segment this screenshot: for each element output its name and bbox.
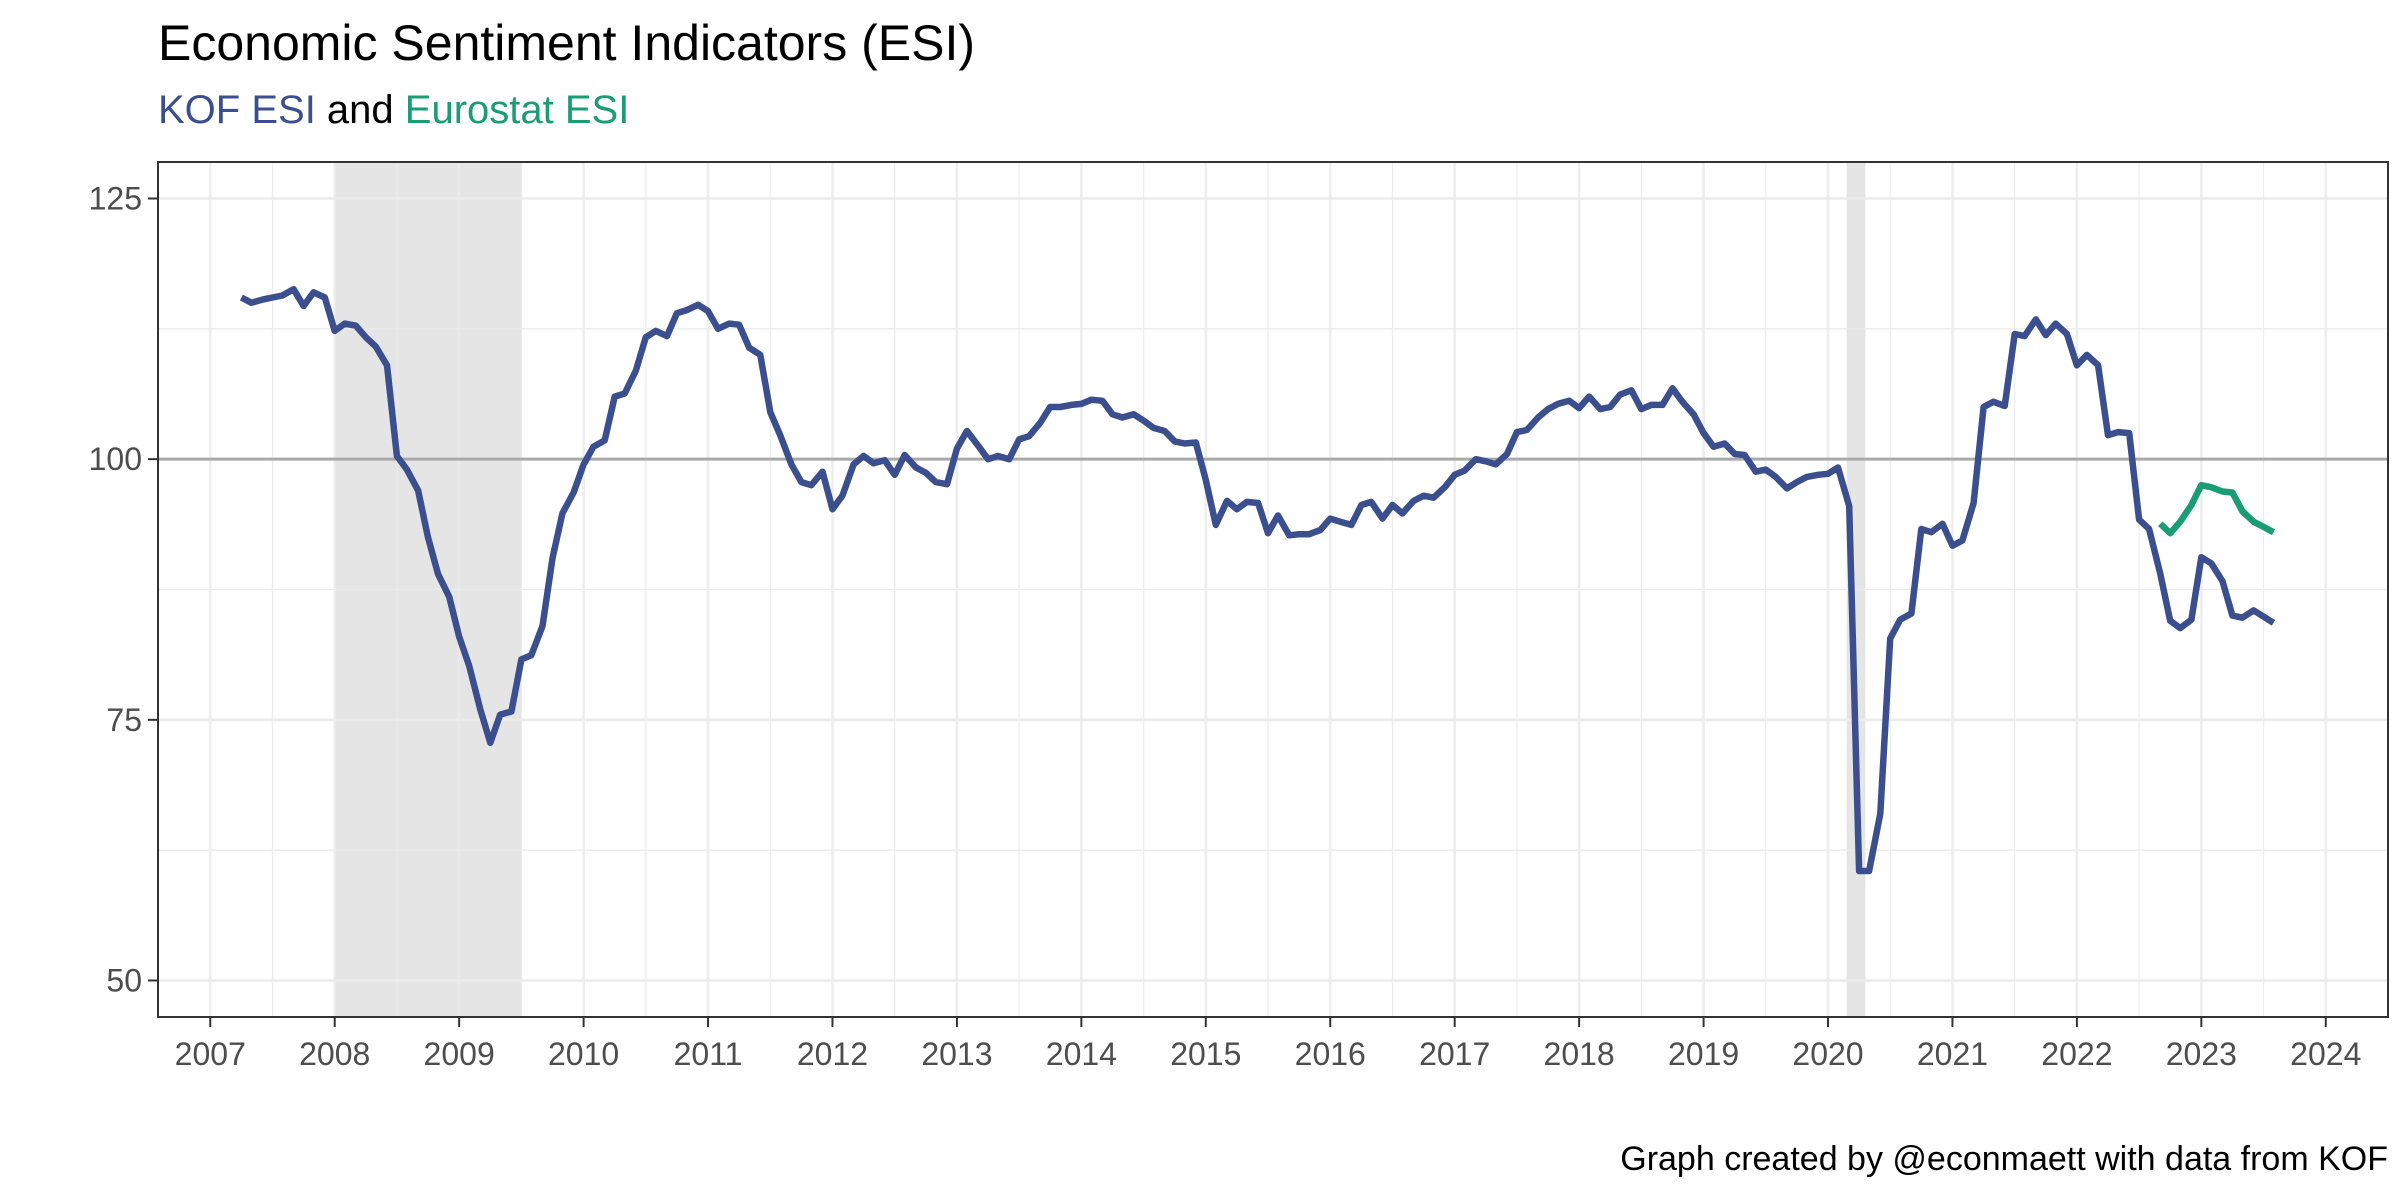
x-tick-label-2020: 2020 — [1792, 1036, 1863, 1072]
plot-panel-border — [157, 161, 2389, 1018]
x-tick-label-2019: 2019 — [1668, 1036, 1739, 1072]
axes: 50 75 100 125 2007 2008 2009 2010 2011 2012 2013 20… — [89, 180, 2362, 1072]
chart-title: Economic Sentiment Indicators (ESI) — [158, 15, 975, 71]
y-tick-label-50: 50 — [106, 963, 142, 999]
y-tick-label-125: 125 — [89, 180, 142, 216]
y-tick-label-75: 75 — [106, 702, 142, 738]
subtitle-eurostat-label: Eurostat ESI — [404, 88, 630, 132]
x-tick-label-2014: 2014 — [1046, 1036, 1117, 1072]
x-tick-label-2012: 2012 — [797, 1036, 868, 1072]
x-tick-label-2024: 2024 — [2290, 1036, 2361, 1072]
x-tick-label-2007: 2007 — [175, 1036, 246, 1072]
subtitle-kof-label: KOF ESI — [158, 88, 316, 132]
x-tick-label-2015: 2015 — [1170, 1036, 1241, 1072]
chart-caption: Graph created by @econmaett with data fr… — [1620, 1140, 2388, 1178]
x-tick-label-2010: 2010 — [548, 1036, 619, 1072]
kof-esi-line — [239, 285, 2276, 875]
x-tick-label-2023: 2023 — [2166, 1036, 2237, 1072]
x-tick-label-2013: 2013 — [921, 1036, 992, 1072]
chart-subtitle: KOF ESI and Eurostat ESI — [158, 88, 629, 133]
eurostat-esi-line — [2158, 481, 2276, 537]
x-tick-label-2021: 2021 — [1917, 1036, 1988, 1072]
x-tick-label-2022: 2022 — [2041, 1036, 2112, 1072]
subtitle-connector: and — [315, 88, 405, 132]
x-tick-label-2018: 2018 — [1544, 1036, 1615, 1072]
x-tick-label-2016: 2016 — [1295, 1036, 1366, 1072]
x-tick-label-2017: 2017 — [1419, 1036, 1490, 1072]
x-tick-label-2011: 2011 — [674, 1036, 743, 1072]
x-tick-label-2009: 2009 — [424, 1036, 495, 1072]
series-lines — [239, 285, 2276, 875]
y-tick-label-100: 100 — [89, 441, 142, 477]
x-tick-label-2008: 2008 — [299, 1036, 370, 1072]
grid-lines — [158, 162, 2388, 1017]
